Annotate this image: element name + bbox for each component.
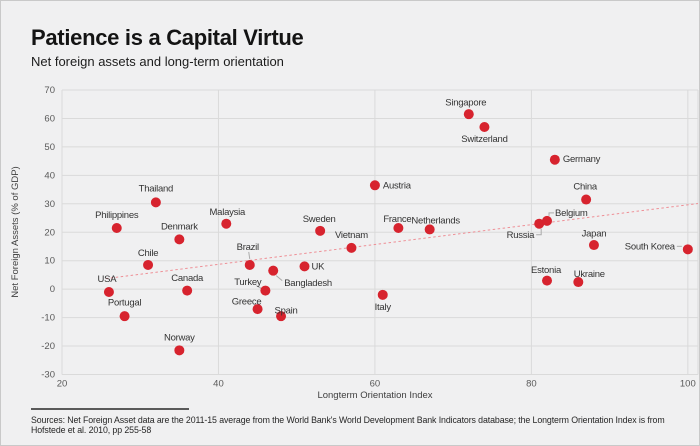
point-label-portugal: Portugal bbox=[108, 297, 142, 308]
data-point-belgium bbox=[542, 215, 553, 226]
trend-line bbox=[105, 203, 699, 280]
point-label-turkey: Turkey bbox=[234, 277, 262, 288]
data-point-turkey bbox=[260, 285, 271, 296]
y-axis-title: Net Foreign Assets (% of GDP) bbox=[10, 166, 21, 297]
point-label-philippines: Philippines bbox=[95, 210, 139, 221]
data-point-uk bbox=[299, 261, 310, 272]
point-label-brazil: Brazil bbox=[237, 242, 259, 253]
y-tick-label: 20 bbox=[44, 227, 55, 238]
data-point-netherlands bbox=[424, 224, 435, 235]
point-label-ukraine: Ukraine bbox=[574, 269, 605, 280]
leader-lines bbox=[248, 212, 682, 290]
point-label-bangladesh: Bangladesh bbox=[284, 278, 332, 289]
data-point-south-korea bbox=[682, 244, 693, 255]
data-point-bangladesh bbox=[268, 265, 279, 276]
leader-line-turkey bbox=[256, 285, 262, 290]
point-label-singapore: Singapore bbox=[445, 97, 486, 108]
point-label-germany: Germany bbox=[563, 154, 601, 165]
point-label-vietnam: Vietnam bbox=[335, 230, 368, 241]
data-point-malaysia bbox=[221, 218, 232, 229]
x-tick-label: 100 bbox=[680, 379, 696, 390]
y-tick-label: 0 bbox=[50, 284, 55, 295]
data-point-italy bbox=[377, 289, 388, 300]
point-label-belgium: Belgium bbox=[555, 208, 588, 219]
point-label-norway: Norway bbox=[164, 333, 195, 344]
x-axis-title: Longterm Orientation Index bbox=[317, 390, 432, 401]
trend-line-layer bbox=[105, 203, 699, 280]
chart-subtitle: Net foreign assets and long-term orienta… bbox=[31, 54, 284, 69]
point-label-canada: Canada bbox=[171, 273, 204, 284]
y-tick-label: 40 bbox=[44, 170, 55, 181]
gridlines: -30 -20 -10 0 10 20 30 40 50 60 70 20 40 60 80 100 bbox=[41, 85, 699, 390]
data-point-brazil bbox=[244, 259, 255, 270]
leader-line-bangladesh bbox=[275, 275, 283, 282]
data-point-germany bbox=[549, 154, 560, 165]
y-tick-label: 10 bbox=[44, 256, 55, 267]
point-label-russia: Russia bbox=[507, 230, 536, 241]
data-point-denmark bbox=[174, 234, 185, 245]
x-tick-label: 20 bbox=[57, 379, 68, 390]
y-tick-label: 60 bbox=[44, 113, 55, 124]
data-point-switzerland bbox=[479, 121, 490, 132]
point-label-malaysia: Malaysia bbox=[210, 207, 246, 218]
point-label-netherlands: Netherlands bbox=[411, 216, 460, 227]
point-label-uk: UK bbox=[312, 262, 326, 273]
data-point-canada bbox=[182, 285, 193, 296]
point-label-estonia: Estonia bbox=[531, 265, 562, 276]
leader-line-brazil bbox=[248, 251, 251, 260]
data-point-portugal bbox=[119, 311, 130, 322]
source-note: Sources: Net Foreign Asset data are the … bbox=[31, 415, 665, 435]
y-tick-label: 30 bbox=[44, 199, 55, 210]
y-tick-label: 70 bbox=[44, 85, 55, 96]
leader-line-russia bbox=[536, 228, 542, 236]
data-point-greece bbox=[252, 304, 263, 315]
point-label-switzerland: Switzerland bbox=[461, 134, 507, 145]
data-point-china bbox=[581, 194, 592, 205]
point-label-italy: Italy bbox=[375, 302, 392, 313]
y-tick-label: -10 bbox=[41, 313, 55, 324]
point-label-chile: Chile bbox=[138, 248, 158, 259]
footer-divider bbox=[31, 408, 189, 410]
data-point-philippines bbox=[111, 222, 122, 233]
chart-title: Patience is a Capital Virtue bbox=[31, 25, 304, 50]
point-label-japan: Japan bbox=[582, 228, 607, 239]
point-label-thailand: Thailand bbox=[139, 184, 173, 195]
data-point-usa bbox=[103, 286, 114, 297]
x-tick-label: 60 bbox=[370, 379, 381, 390]
data-point-ukraine bbox=[573, 277, 584, 288]
y-tick-label: 50 bbox=[44, 142, 55, 153]
point-labels: USA Philippines Portugal Chile Thailand Norwa… bbox=[95, 97, 676, 343]
data-point-japan bbox=[588, 240, 599, 251]
point-label-usa: USA bbox=[98, 274, 118, 285]
data-point-spain bbox=[276, 311, 287, 322]
data-point-russia bbox=[534, 218, 545, 229]
y-tick-label: -20 bbox=[41, 341, 55, 352]
x-tick-label: 40 bbox=[213, 379, 224, 390]
data-point-estonia bbox=[542, 275, 553, 286]
data-point-singapore bbox=[463, 109, 474, 120]
x-tick-label: 80 bbox=[526, 379, 537, 390]
data-point-vietnam bbox=[346, 242, 357, 253]
point-label-south-korea: South Korea bbox=[625, 242, 676, 253]
data-point-norway bbox=[174, 345, 185, 356]
point-label-denmark: Denmark bbox=[161, 222, 198, 233]
data-point-france bbox=[393, 222, 404, 233]
point-label-sweden: Sweden bbox=[303, 214, 336, 225]
data-point-austria bbox=[369, 180, 380, 191]
point-label-greece: Greece bbox=[232, 296, 262, 307]
data-point-sweden bbox=[315, 225, 326, 236]
point-label-spain: Spain bbox=[275, 305, 298, 316]
y-tick-label: -30 bbox=[41, 370, 55, 381]
data-point-chile bbox=[143, 259, 154, 270]
data-points bbox=[103, 109, 693, 356]
point-label-china: China bbox=[573, 182, 598, 193]
data-point-thailand bbox=[150, 197, 161, 208]
leader-line-belgium bbox=[548, 212, 555, 216]
point-label-austria: Austria bbox=[383, 181, 412, 192]
point-label-france: France bbox=[383, 214, 411, 225]
